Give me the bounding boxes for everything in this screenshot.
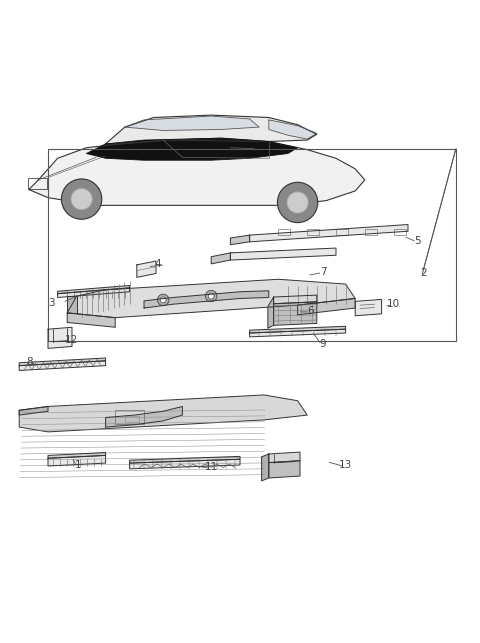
Bar	[278, 229, 290, 235]
Circle shape	[287, 192, 308, 213]
Text: 1: 1	[74, 460, 81, 471]
Polygon shape	[144, 291, 269, 308]
Text: 10: 10	[387, 299, 400, 309]
Bar	[365, 229, 377, 235]
Bar	[125, 415, 139, 422]
Polygon shape	[19, 406, 48, 415]
Circle shape	[205, 290, 217, 302]
Polygon shape	[58, 285, 130, 294]
Bar	[394, 229, 406, 235]
Bar	[336, 229, 348, 235]
Circle shape	[277, 183, 318, 222]
Polygon shape	[250, 326, 346, 333]
Polygon shape	[211, 253, 230, 264]
Circle shape	[160, 297, 166, 303]
Text: 5: 5	[414, 236, 421, 246]
Text: 2: 2	[420, 267, 427, 278]
Polygon shape	[67, 279, 355, 318]
Polygon shape	[262, 454, 269, 481]
Polygon shape	[274, 295, 317, 303]
Text: 9: 9	[319, 339, 326, 349]
Polygon shape	[268, 297, 274, 328]
Circle shape	[71, 188, 92, 210]
Polygon shape	[48, 453, 106, 458]
Bar	[307, 229, 319, 235]
Polygon shape	[269, 120, 317, 139]
Polygon shape	[250, 329, 346, 337]
Circle shape	[61, 179, 102, 219]
Text: 13: 13	[339, 460, 352, 471]
Polygon shape	[67, 313, 115, 327]
Polygon shape	[19, 358, 106, 366]
Polygon shape	[106, 115, 317, 144]
Polygon shape	[269, 460, 300, 478]
Polygon shape	[230, 235, 250, 245]
Text: 4: 4	[154, 259, 161, 269]
Polygon shape	[67, 296, 77, 313]
Text: 7: 7	[320, 267, 327, 276]
Polygon shape	[48, 327, 72, 349]
Polygon shape	[274, 302, 317, 325]
Text: 11: 11	[204, 462, 218, 473]
Polygon shape	[269, 452, 300, 462]
Polygon shape	[130, 459, 240, 469]
Text: 12: 12	[64, 335, 78, 345]
Polygon shape	[29, 138, 365, 205]
Polygon shape	[48, 455, 106, 466]
Circle shape	[208, 293, 214, 299]
Polygon shape	[298, 298, 355, 315]
Polygon shape	[19, 361, 106, 370]
Polygon shape	[106, 406, 182, 427]
Bar	[115, 410, 144, 424]
Polygon shape	[19, 395, 307, 432]
Text: 8: 8	[26, 357, 33, 367]
Text: 6: 6	[308, 306, 314, 316]
Polygon shape	[230, 248, 336, 260]
Text: 3: 3	[48, 298, 55, 308]
Polygon shape	[86, 138, 298, 160]
Polygon shape	[58, 288, 130, 298]
Polygon shape	[250, 224, 408, 242]
Bar	[28, 179, 47, 189]
Polygon shape	[125, 116, 259, 131]
Polygon shape	[137, 261, 156, 277]
Polygon shape	[355, 300, 382, 316]
Polygon shape	[130, 457, 240, 463]
Circle shape	[157, 294, 169, 305]
